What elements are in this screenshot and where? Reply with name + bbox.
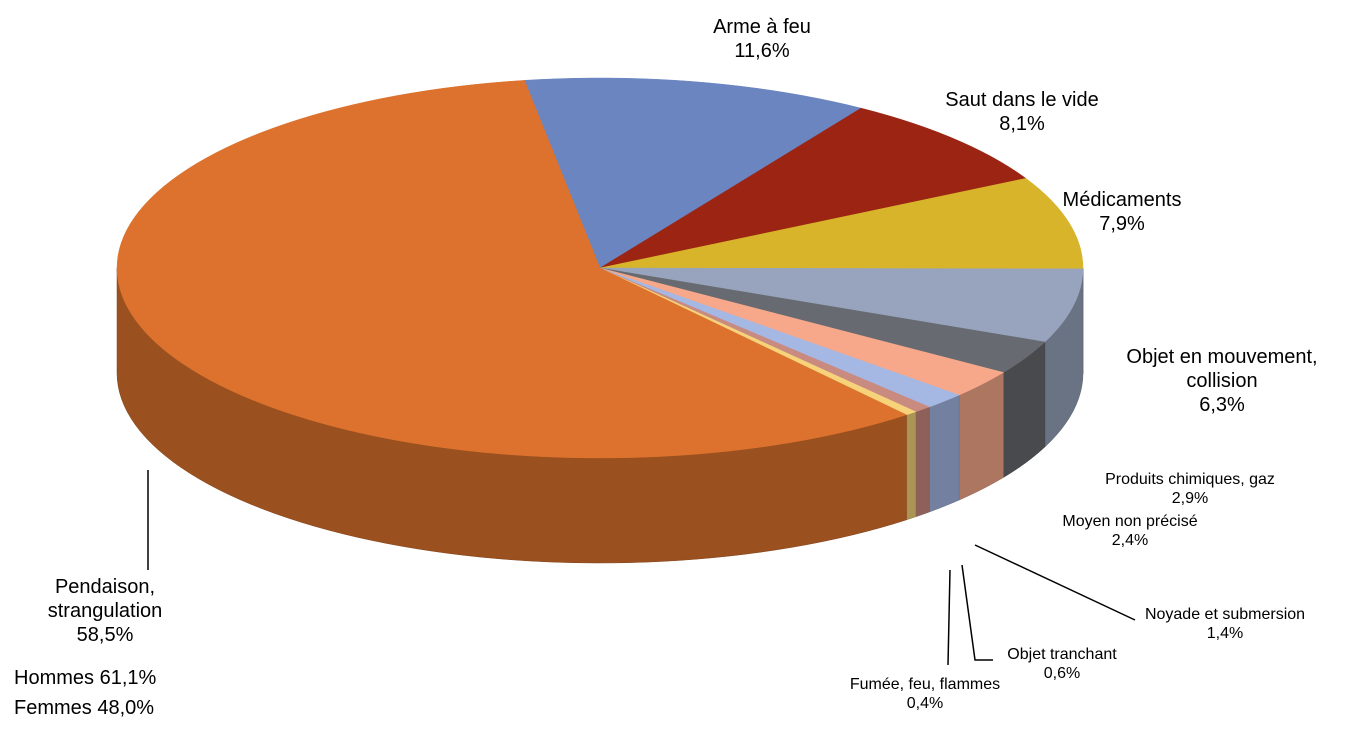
label-value: 58,5% <box>76 624 134 646</box>
slice <box>599 267 1005 396</box>
leader-line <box>974 544 1136 621</box>
label-value: 2,9% <box>1171 490 1209 508</box>
label-value: 0,4% <box>906 695 944 713</box>
slice <box>599 267 1046 373</box>
slice <box>116 80 908 459</box>
slice-label: Arme à feu 11,6% <box>662 15 862 63</box>
slice-label: Fumée, feu, flammes 0,4% <box>815 675 1035 713</box>
label-name: Moyen non précisé <box>1062 513 1198 530</box>
label-name: Objet tranchant <box>1007 646 1117 663</box>
leader-line <box>961 564 993 661</box>
label-name: Pendaison, strangulation <box>47 576 163 622</box>
label-name: Noyade et submersion <box>1144 606 1306 623</box>
label-value: 8,1% <box>999 113 1045 135</box>
slice <box>599 267 1084 343</box>
label-value: 1,4% <box>1206 625 1244 643</box>
label-name: Objet en mouvement, collision <box>1126 346 1318 392</box>
label-value: 11,6% <box>734 40 790 62</box>
label-name: Produits chimiques, gaz <box>1105 471 1275 488</box>
slice-label: Noyade et submersion 1,4% <box>1125 605 1325 643</box>
slice-label: Objet tranchant 0,6% <box>982 645 1142 683</box>
label-name: Saut dans le vide <box>945 89 1099 111</box>
slice-label: Produits chimiques, gaz 2,9% <box>1070 470 1310 508</box>
slice-label: Objet en mouvement, collision 6,3% <box>1092 345 1352 417</box>
slice <box>524 77 862 269</box>
slice-side <box>929 394 960 513</box>
slice-label: Saut dans le vide 8,1% <box>892 88 1152 136</box>
slice-side <box>906 411 917 521</box>
label-value: 7,9% <box>1099 213 1145 235</box>
slice-side <box>915 406 930 518</box>
label-value: 2,4% <box>1111 532 1149 550</box>
slice-label: Médicaments 7,9% <box>1022 188 1222 236</box>
slice-label: Moyen non précisé 2,4% <box>1030 512 1230 550</box>
label-name: Arme à feu <box>713 16 811 38</box>
annotation: Femmes 48,0% <box>14 697 155 719</box>
slice <box>599 178 1084 270</box>
label-name: Fumée, feu, flammes <box>849 676 1001 693</box>
slice <box>599 107 1027 269</box>
label-name: Médicaments <box>1062 189 1182 211</box>
label-value: 6,3% <box>1199 394 1245 416</box>
annotation: Hommes 61,1% <box>14 667 157 689</box>
leader-line <box>947 569 951 666</box>
label-value: 0,6% <box>1043 665 1081 683</box>
slice-label: Pendaison, strangulation 58,5% <box>10 575 200 647</box>
